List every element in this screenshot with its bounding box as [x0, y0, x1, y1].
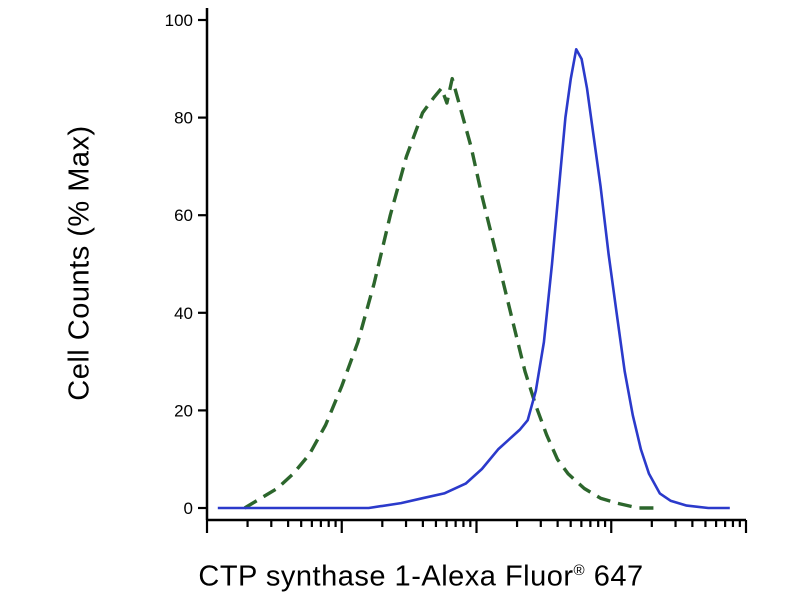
x-axis-label-text: CTP synthase 1-Alexa Fluor [198, 560, 574, 593]
x-axis-label: CTP synthase 1-Alexa Fluor® 647 [198, 561, 643, 594]
y-tick-label: 0 [184, 499, 193, 518]
x-axis-label-number: 647 [585, 560, 644, 593]
y-tick-label: 100 [165, 11, 193, 30]
chart-plot-area: 0 20 40 60 80 100 [165, 8, 748, 533]
solid-blue-curve [217, 48, 730, 510]
y-tick-label: 80 [174, 109, 193, 128]
registered-trademark-symbol: ® [573, 561, 586, 579]
y-tick-label: 40 [174, 304, 193, 323]
dashed-green-curve [243, 76, 655, 510]
y-tick-label: 20 [174, 401, 193, 420]
y-axis-label: Cell Counts (% Max) [63, 125, 96, 401]
y-tick-label: 60 [174, 206, 193, 225]
